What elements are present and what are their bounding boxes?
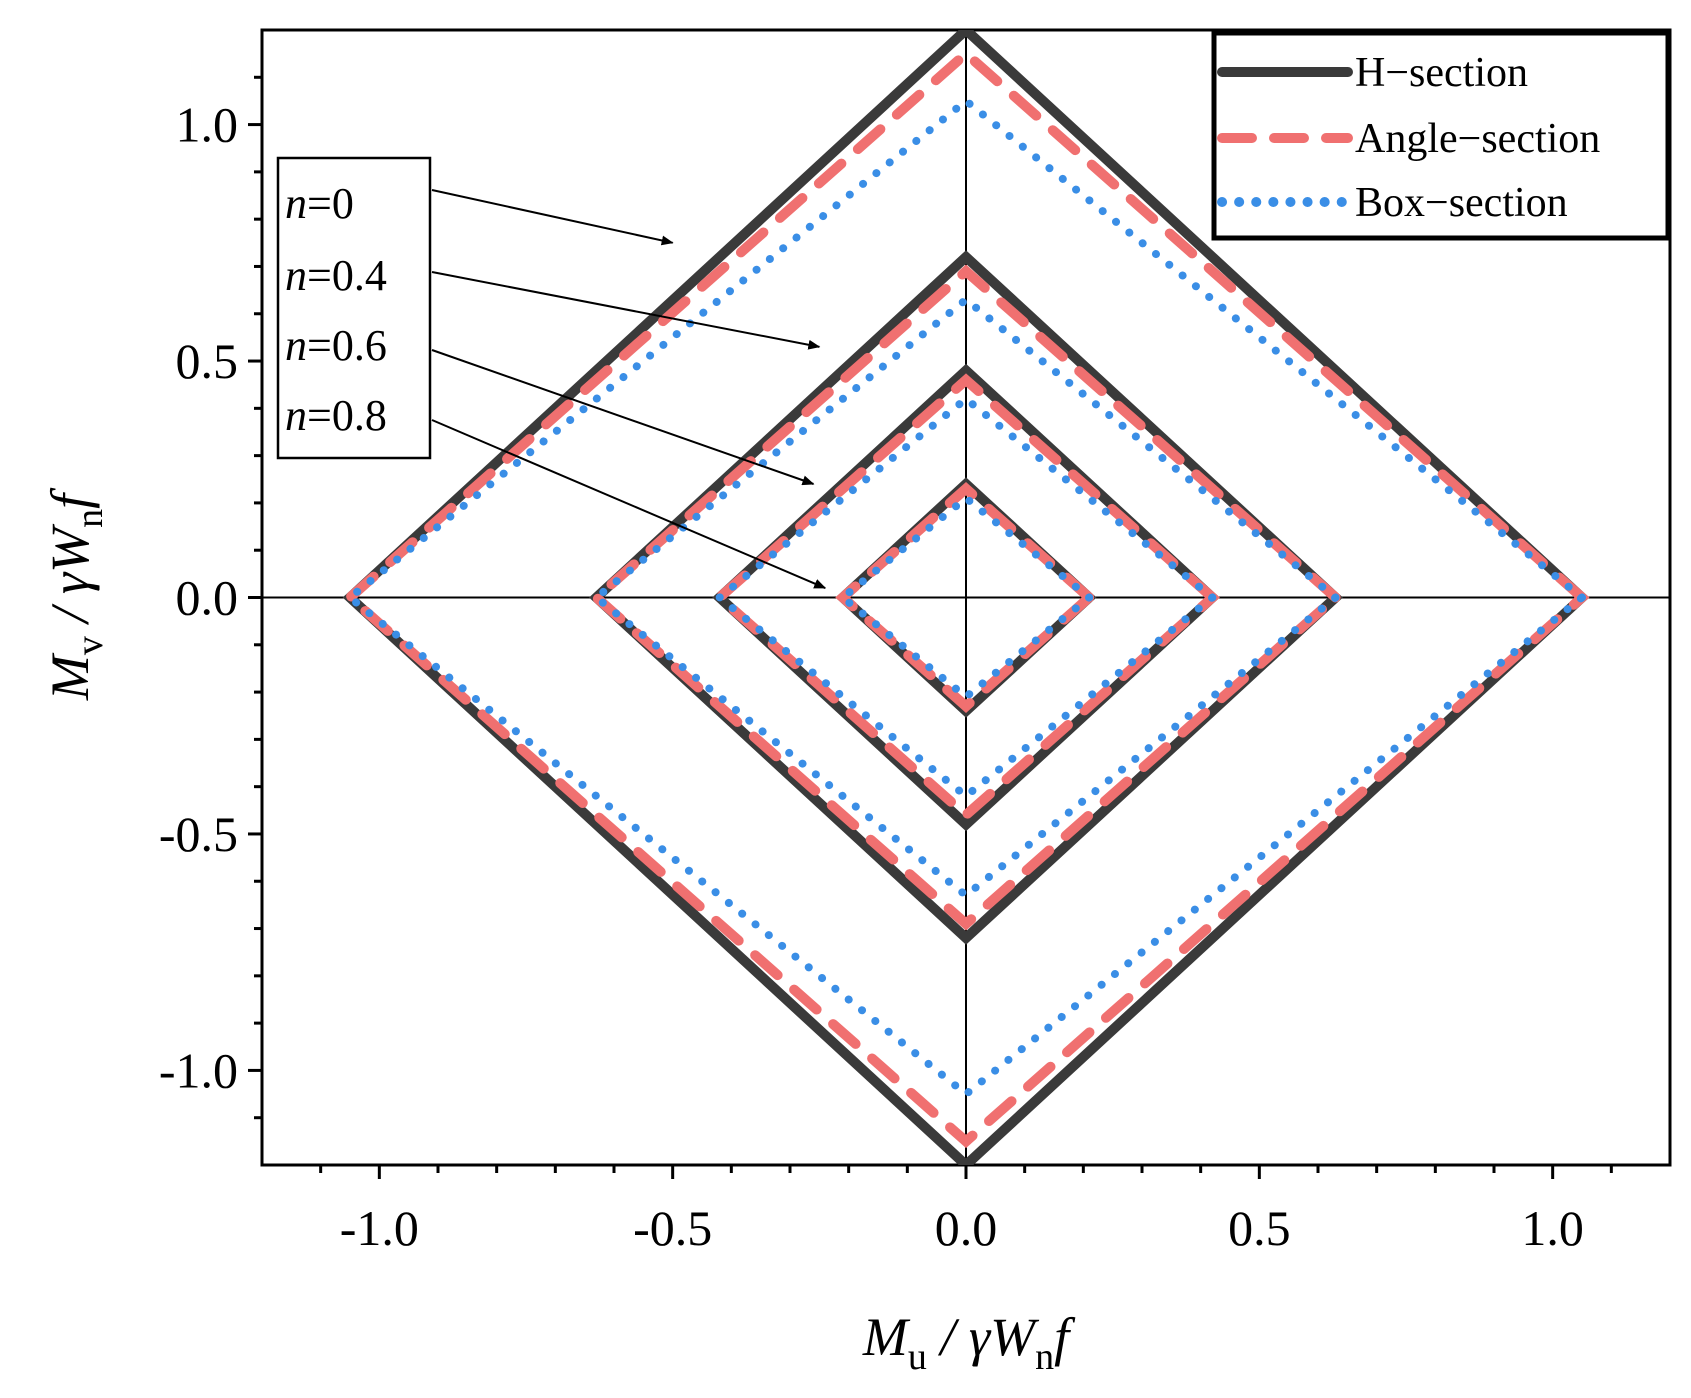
- annotation-box: n=0 n=0.4 n=0.6 n=0.8: [276, 156, 432, 460]
- x-tick-label: 0.0: [935, 1200, 998, 1256]
- y-axis-title: Mv / γWnf: [40, 487, 111, 701]
- y-tick-label: -1.0: [159, 1042, 238, 1098]
- x-tick-label: -1.0: [340, 1200, 419, 1256]
- legend: H−section Angle−section Box−section: [1211, 30, 1671, 241]
- curve-dotted-n0: [343, 95, 1589, 1100]
- annotation-arrow: [431, 189, 674, 246]
- y-tick-label: 0.0: [176, 570, 239, 626]
- y-tick-label: 1.0: [176, 97, 239, 153]
- annotation-arrow: [431, 349, 815, 486]
- x-tick-label: 1.0: [1521, 1200, 1584, 1256]
- annotation-n06: n=0.6: [285, 321, 387, 370]
- curve-dashed-n04: [588, 264, 1344, 931]
- annotation-arrow: [431, 419, 827, 589]
- curve-dashed-n0: [342, 46, 1590, 1149]
- legend-label-angle: Angle−section: [1355, 116, 1600, 162]
- x-tick-label: 0.5: [1228, 1200, 1291, 1256]
- annotation-n08: n=0.8: [285, 391, 387, 440]
- annotation-arrow: [431, 271, 821, 350]
- legend-label-h: H−section: [1355, 50, 1528, 96]
- annotation-frame: [276, 156, 432, 460]
- curve-dotted-n06: [713, 393, 1219, 802]
- annotation-n04: n=0.4: [285, 251, 387, 300]
- x-tick-label: -0.5: [633, 1200, 712, 1256]
- y-tick-label: 0.5: [176, 333, 239, 389]
- axis-ticks: -1.0 -0.5 0.0 0.5 1.0 -1.0 -0.5 0.0 0.5 1.0: [159, 75, 1613, 1256]
- curve-dashed-n08: [835, 482, 1097, 713]
- y-tick-label: -0.5: [159, 806, 238, 862]
- annotation-arrows: [431, 189, 827, 589]
- x-axis-title: Mu / γWnf: [862, 1307, 1076, 1378]
- annotation-n0: n=0: [285, 179, 354, 228]
- curve-dotted-n08: [836, 493, 1096, 702]
- legend-label-box: Box−section: [1355, 180, 1568, 226]
- series-curves: [342, 30, 1590, 1165]
